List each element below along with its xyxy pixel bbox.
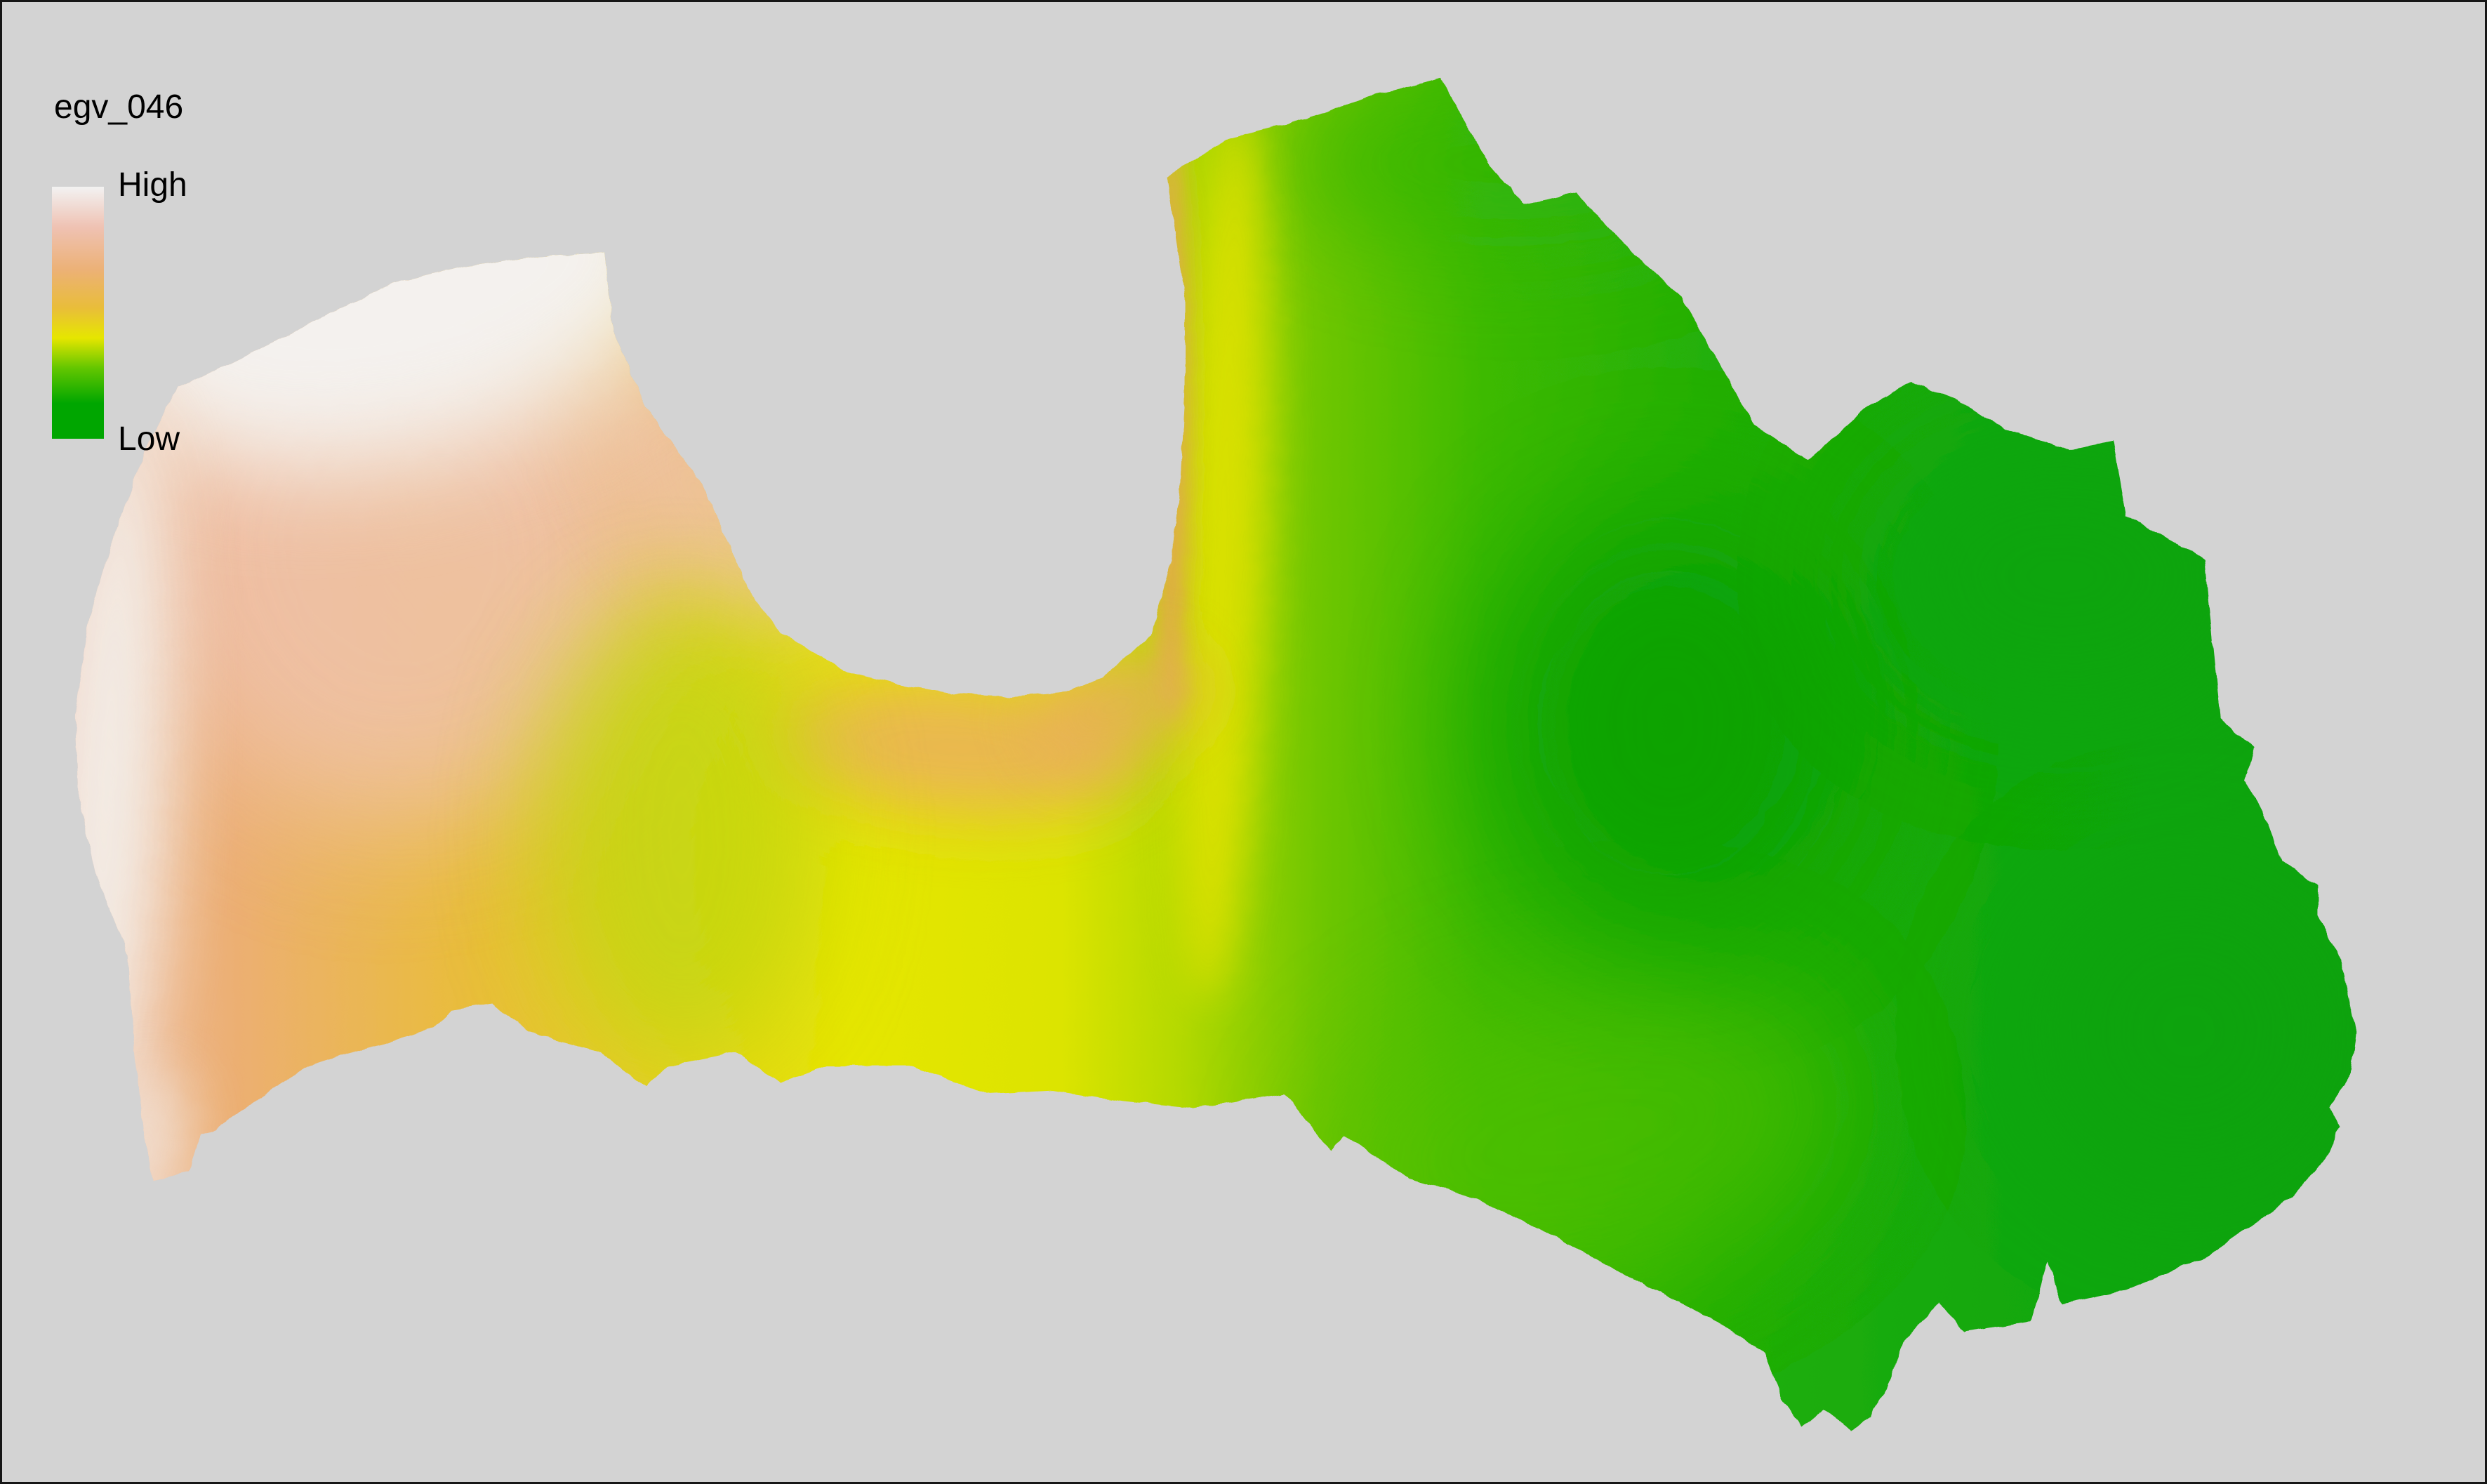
legend-colorbar — [52, 187, 104, 439]
legend-low-label: Low — [118, 420, 180, 458]
surface-blob — [1480, 505, 1859, 941]
map-title: egv_046 — [54, 88, 184, 126]
surface-blob — [541, 604, 823, 1066]
surface-blob — [1176, 107, 1269, 1003]
surface-blob — [2020, 863, 2356, 1200]
surface-blob — [1284, 77, 1733, 254]
legend-high-label: High — [118, 166, 187, 204]
surface-blob — [1153, 121, 1190, 724]
surface-blob — [1866, 436, 2259, 717]
